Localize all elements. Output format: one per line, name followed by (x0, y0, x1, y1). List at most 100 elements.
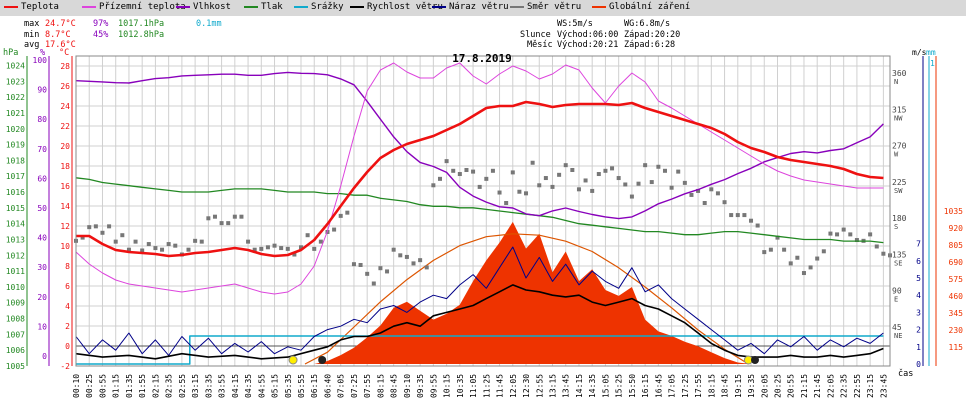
axis-label-pressure: hPa (3, 48, 18, 58)
tick-label-time: 21:45 (813, 374, 822, 398)
wind-direction-point (676, 169, 681, 174)
tick-label-wind: 7 (916, 240, 921, 249)
tick-label-pressure: 1007 (6, 330, 25, 339)
wind-direction-point (186, 247, 191, 252)
wind-direction-point (815, 256, 820, 261)
tick-label-temp: 12 (60, 222, 70, 231)
wind-direction-point (173, 243, 178, 248)
tick-label-time: 05:55 (297, 374, 306, 398)
wind-direction-point (563, 163, 568, 168)
legend-item: Srážky (294, 2, 344, 12)
tick-label-time: 14:15 (575, 374, 584, 398)
tick-label-radiation: 805 (949, 241, 964, 250)
tick-label-pressure: 1012 (6, 251, 25, 260)
wind-direction-point (484, 176, 489, 181)
tick-label-wind-dir-name: W (894, 151, 899, 159)
wind-direction-point (722, 200, 727, 205)
moon-label: Měsíc (527, 40, 553, 50)
wind-direction-point (755, 223, 760, 228)
tick-label-pressure: 1023 (6, 77, 25, 86)
wind-direction-point (133, 239, 138, 244)
tick-label-temp: 22 (60, 122, 70, 131)
legend-item: Přízemní teplota (82, 2, 186, 12)
tick-label-pressure: 1013 (6, 235, 25, 244)
tick-label-temp: 26 (60, 82, 70, 91)
wind-direction-point (113, 239, 118, 244)
wind-direction-point (80, 235, 85, 240)
tick-label-time: 03:55 (218, 374, 227, 398)
legend-item: Rychlost větru (350, 2, 443, 12)
wind-direction-point (444, 159, 449, 164)
tick-label-humidity: 60 (37, 174, 47, 183)
wind-direction-point (166, 242, 171, 247)
avg-label: avg (24, 40, 40, 50)
tick-label-wind: 6 (916, 257, 921, 266)
legend-label: Přízemní teplota (99, 2, 186, 12)
tick-label-wind-dir: 315 (892, 105, 907, 114)
moonrise-marker (750, 356, 759, 364)
wind-direction-point (411, 261, 416, 266)
tick-label-time: 07:25 (350, 374, 359, 398)
series-rain (76, 335, 884, 365)
tick-label-pressure: 1019 (6, 141, 25, 150)
wind-direction-point (206, 216, 211, 221)
tick-label-pressure: 1009 (6, 299, 25, 308)
min-temp: 8.7°C (45, 30, 71, 40)
wind-direction-point (510, 170, 515, 175)
wind-direction-point (788, 261, 793, 266)
legend-item: Tlak (244, 2, 283, 12)
tick-label-wind: 1 (916, 343, 921, 352)
wind-direction-point (557, 172, 562, 177)
wind-direction-point (87, 225, 92, 230)
tick-label-time: 03:35 (204, 374, 213, 398)
legend-item: Vlhkost (176, 2, 231, 12)
tick-label-time: 08:15 (376, 374, 385, 398)
wind-direction-point (193, 238, 198, 243)
tick-label-humidity: 10 (37, 322, 47, 331)
tick-label-time: 17:25 (681, 374, 690, 398)
tick-label-humidity: 80 (37, 115, 47, 124)
tick-label-temp: 16 (60, 182, 70, 191)
legend-swatch (510, 5, 524, 8)
tick-label-wind: 4 (916, 291, 921, 300)
wind-direction-point (762, 250, 767, 255)
tick-label-wind-dir: 180 (892, 214, 907, 223)
wind-direction-point (212, 214, 217, 219)
wind-direction-point (107, 224, 112, 229)
wind-direction-point (219, 221, 224, 226)
wind-direction-point (385, 269, 390, 274)
wind-direction-point (100, 230, 105, 235)
tick-label-time: 08:45 (390, 374, 399, 398)
wind-direction-point (729, 213, 734, 218)
tick-label-temp: 0 (65, 342, 70, 351)
legend-label: Vlhkost (193, 2, 231, 12)
tick-label-temp: -2 (60, 362, 70, 371)
wind-direction-point (305, 233, 310, 238)
tick-label-time: 14:35 (588, 374, 597, 398)
axis-label-rain: mm (926, 48, 936, 57)
tick-label-temp: 18 (60, 162, 70, 171)
tick-label-time: 07:55 (363, 374, 372, 398)
wind-direction-point (252, 247, 257, 252)
wind-direction-point (821, 249, 826, 254)
tick-label-time: 00:25 (85, 374, 94, 398)
tick-label-time: 15:05 (601, 374, 610, 398)
wind-direction-point (391, 247, 396, 252)
tick-label-wind: 3 (916, 308, 921, 317)
min-pressure: 1012.8hPa (118, 30, 165, 40)
wind-direction-point (418, 258, 423, 263)
tick-label-wind-dir-name: E (894, 296, 898, 304)
max-humidity: 97% (93, 19, 109, 29)
tick-label-temp: 20 (60, 142, 70, 151)
wind-direction-point (504, 201, 509, 205)
wind-direction-point (662, 168, 667, 173)
tick-label-time: 22:35 (840, 374, 849, 398)
wind-direction-point (874, 244, 879, 249)
tick-label-time: 22:55 (853, 374, 862, 398)
tick-label-radiation: 345 (949, 309, 964, 318)
wind-direction-point (265, 245, 270, 250)
legend-label: Tlak (261, 2, 283, 12)
series-ground-temp (75, 62, 884, 295)
wind-direction-point (570, 167, 575, 172)
